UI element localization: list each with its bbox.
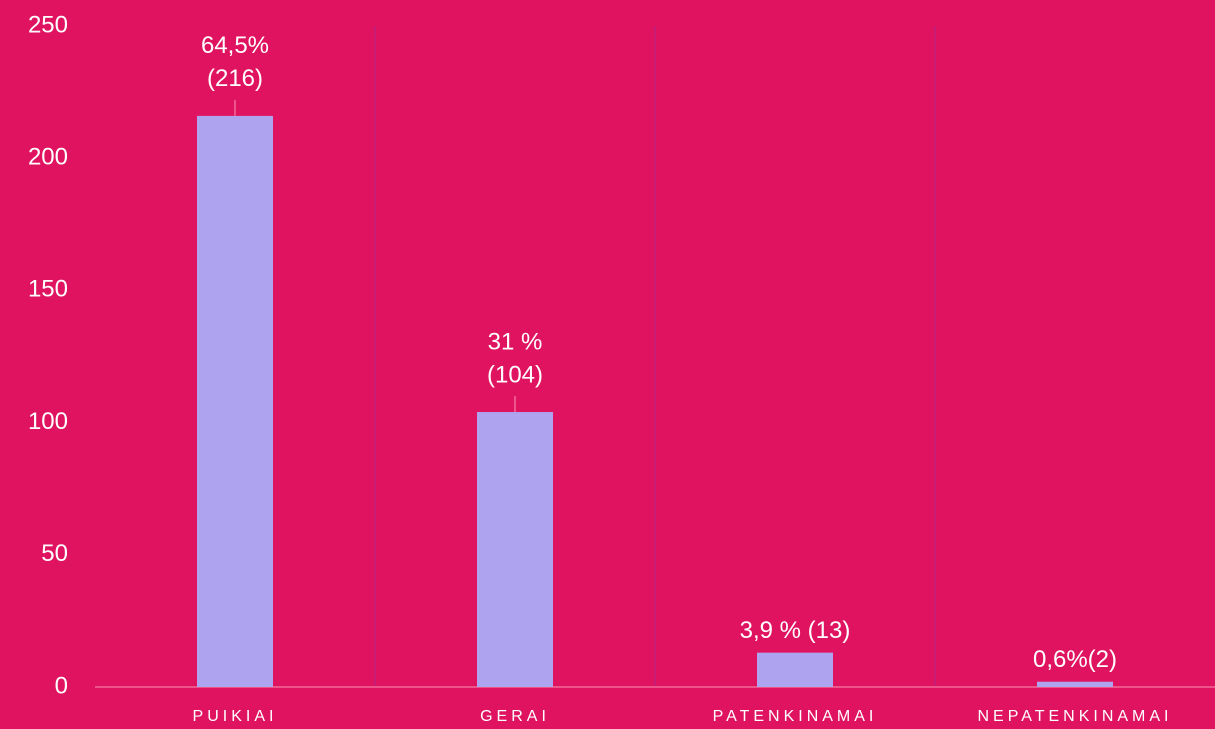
- bar: [477, 412, 553, 687]
- y-tick-label: 100: [28, 408, 68, 435]
- x-tick-label: PUIKIAI: [193, 708, 278, 725]
- value-label: 3,9 % (13): [740, 617, 851, 644]
- y-tick-label: 50: [41, 540, 68, 567]
- value-label: (216): [207, 65, 263, 92]
- y-tick-label: 150: [28, 276, 68, 303]
- value-label: 64,5%: [201, 32, 269, 59]
- bar: [757, 652, 833, 687]
- value-label: 0,6%(2): [1033, 646, 1117, 673]
- value-label: (104): [487, 361, 543, 388]
- y-tick-label: 200: [28, 144, 68, 171]
- x-tick-label: PATENKINAMAI: [713, 708, 878, 725]
- y-tick-label: 0: [55, 672, 68, 699]
- value-label: 31 %: [488, 328, 543, 355]
- bar: [197, 115, 273, 687]
- x-tick-label: NEPATENKINAMAI: [978, 708, 1173, 725]
- bar: [1037, 681, 1113, 687]
- x-tick-label: GERAI: [480, 708, 550, 725]
- y-tick-label: 250: [28, 11, 68, 38]
